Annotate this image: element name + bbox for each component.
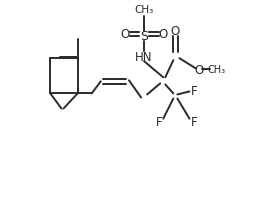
Text: F: F <box>156 116 162 128</box>
Text: S: S <box>140 30 148 43</box>
Text: O: O <box>171 25 180 38</box>
Text: CH₃: CH₃ <box>207 65 225 75</box>
Text: CH₃: CH₃ <box>134 5 154 15</box>
Text: O: O <box>194 63 203 76</box>
Text: O: O <box>121 28 130 41</box>
Text: F: F <box>190 116 197 128</box>
Text: HN: HN <box>135 50 153 63</box>
Text: F: F <box>190 84 197 97</box>
Text: O: O <box>158 28 167 41</box>
